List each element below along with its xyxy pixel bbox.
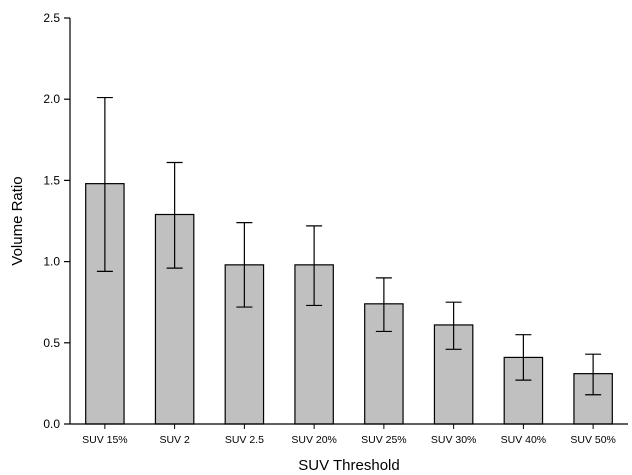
x-axis-title: SUV Threshold [298, 457, 399, 474]
x-tick-label: SUV 15% [82, 434, 128, 446]
x-tick-label: SUV 25% [361, 434, 407, 446]
x-labels-layer: SUV 15% SUV 2 SUV 2.5 SUV 20% SUV 25% SUV 30%… [82, 424, 616, 446]
y-tick-label: 2.0 [43, 92, 60, 106]
bar [294, 264, 334, 425]
y-tick-label: 1.0 [43, 255, 60, 269]
x-tick-label: SUV 2.5 [225, 434, 264, 446]
y-tick-label: 0.0 [43, 417, 60, 431]
x-tick-label: SUV 40% [501, 434, 547, 446]
y-tick-label: 0.5 [43, 336, 60, 350]
x-tick-label: SUV 50% [570, 434, 616, 446]
x-tick-label: SUV 20% [291, 434, 337, 446]
y-tick-label: 1.5 [43, 173, 60, 187]
x-tick-label: SUV 30% [431, 434, 477, 446]
y-axis-title: Volume Ratio [9, 176, 26, 265]
axes-layer [69, 18, 628, 425]
bars-layer [85, 183, 613, 425]
error-bars-layer [96, 96, 602, 396]
y-ticks-layer: 0.0 0.5 1.0 1.5 2.0 2.5 [43, 11, 70, 431]
y-tick-label: 2.5 [43, 11, 60, 25]
x-tick-label: SUV 2 [159, 434, 190, 446]
